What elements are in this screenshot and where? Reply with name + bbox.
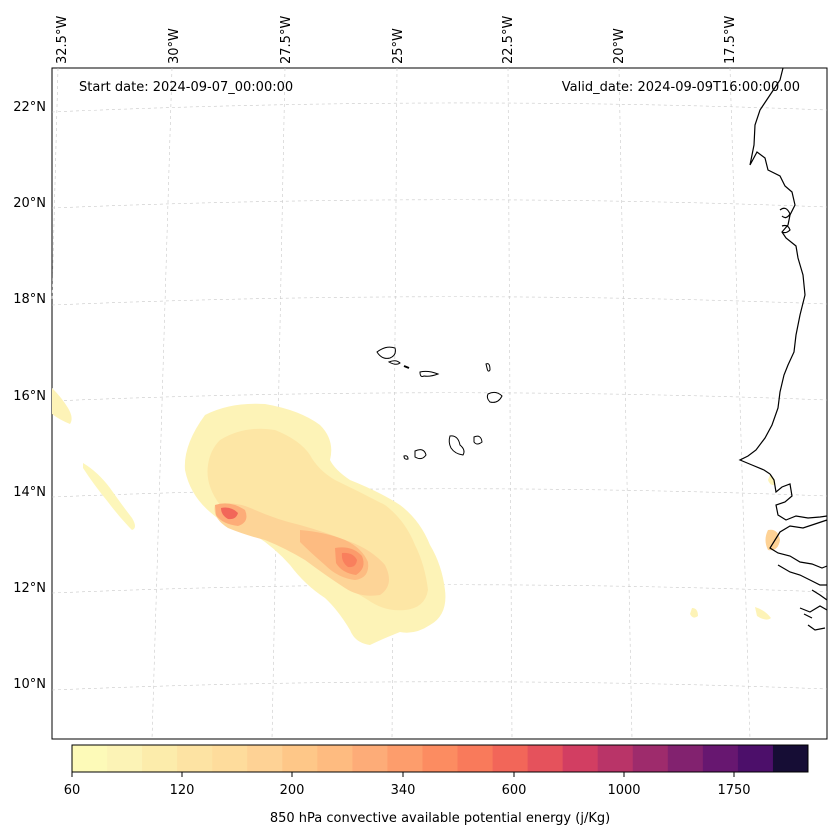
colorbar-swatch bbox=[247, 745, 283, 772]
map-content bbox=[51, 67, 828, 740]
lat-tick-label: 22°N bbox=[13, 100, 46, 115]
lon-tick-label: 30°W bbox=[167, 28, 182, 64]
lon-tick-label: 32.5°W bbox=[55, 16, 70, 64]
valid-date-label: Valid_date: 2024-09-09T16:00:00.00 bbox=[562, 80, 800, 95]
gridline-lon-30 bbox=[151, 67, 173, 740]
island-sal bbox=[485, 363, 491, 372]
colorbar-tick-labels: 60 120 200 340 600 1000 1750 bbox=[64, 783, 751, 798]
lat-tick-label: 10°N bbox=[13, 677, 46, 692]
coast-guinea-bissau bbox=[769, 519, 828, 569]
gridline-lon-27.5 bbox=[271, 67, 286, 740]
colorbar-swatch bbox=[702, 745, 739, 772]
colorbar-label: 850 hPa convective available potential e… bbox=[270, 811, 610, 826]
gridline-lon-22.5 bbox=[507, 67, 513, 740]
colorbar-swatch bbox=[177, 745, 213, 772]
colorbar-outline bbox=[71, 744, 809, 773]
cape-max-west-center bbox=[221, 507, 238, 520]
gridline-lon-32.5 bbox=[51, 67, 59, 301]
colorbar-tick-label: 60 bbox=[64, 783, 81, 798]
colorbar-swatch bbox=[457, 745, 494, 772]
lat-tick-label: 20°N bbox=[13, 196, 46, 211]
lat-tick-label: 18°N bbox=[13, 292, 46, 307]
cape-patch-coast-2 bbox=[765, 529, 780, 551]
coast-islands-south bbox=[777, 564, 828, 631]
colorbar-ticks bbox=[71, 772, 735, 777]
colorbar-swatch bbox=[212, 745, 248, 772]
island-santo-antao bbox=[376, 346, 396, 359]
colorbar: 60 120 200 340 600 1000 1750 850 hPa con… bbox=[64, 744, 809, 826]
island-sao-vicente bbox=[387, 360, 401, 365]
colorbar-swatch bbox=[352, 745, 388, 772]
lon-tick-label: 27.5°W bbox=[279, 16, 294, 64]
gridline-lat-16 bbox=[51, 392, 828, 402]
colorbar-tick-label: 120 bbox=[170, 783, 195, 798]
lat-tick-label: 12°N bbox=[13, 581, 46, 596]
cape-patch-sea-2 bbox=[755, 607, 771, 620]
cape-verde-islands bbox=[376, 346, 503, 460]
colorbar-tick-label: 1000 bbox=[607, 783, 640, 798]
colorbar-swatch bbox=[492, 745, 529, 772]
island-sao-nicolau bbox=[419, 370, 440, 377]
gridline-lat-20 bbox=[51, 199, 828, 209]
colorbar-swatch bbox=[597, 745, 634, 772]
gridline-lat-10 bbox=[51, 681, 828, 691]
lon-tick-labels: 32.5°W 30°W 27.5°W 25°W 22.5°W 20°W 17.5… bbox=[55, 16, 738, 64]
lon-tick-label: 22.5°W bbox=[501, 16, 516, 64]
island-boa-vista bbox=[486, 391, 503, 403]
colorbar-swatch bbox=[737, 745, 774, 772]
colorbar-swatch bbox=[72, 745, 108, 772]
cape-patch-sea-1 bbox=[690, 608, 698, 618]
coast-mauritania-senegal bbox=[738, 67, 806, 475]
colorbar-swatch bbox=[387, 745, 423, 772]
coast-dakhla-bay bbox=[779, 207, 791, 219]
island-brava bbox=[403, 455, 409, 460]
map-frame bbox=[51, 67, 828, 740]
lon-tick-label: 17.5°W bbox=[723, 16, 738, 64]
colorbar-swatch bbox=[107, 745, 143, 772]
cape-patch-nw bbox=[52, 388, 72, 424]
island-maio bbox=[473, 435, 483, 445]
lat-tick-label: 14°N bbox=[13, 485, 46, 500]
colorbar-swatch bbox=[527, 745, 564, 772]
lat-tick-label: 16°N bbox=[13, 389, 46, 404]
colorbar-swatch bbox=[422, 745, 459, 772]
colorbar-tick-label: 600 bbox=[502, 783, 527, 798]
cape-patch-coast-1 bbox=[768, 475, 776, 486]
gridline-lat-18 bbox=[51, 296, 828, 306]
gridline-lat-12 bbox=[51, 584, 828, 594]
island-santa-luzia bbox=[403, 365, 410, 369]
coast-senegal-south bbox=[769, 473, 828, 521]
gridline-lat-22 bbox=[51, 102, 828, 113]
gridline-lon-17.5 bbox=[729, 67, 751, 740]
colorbar-tick-label: 200 bbox=[280, 783, 305, 798]
start-date-label: Start date: 2024-09-07_00:00:00 bbox=[79, 80, 293, 95]
colorbar-swatch bbox=[632, 745, 669, 772]
island-santiago bbox=[448, 435, 465, 456]
coast-arguin-bay bbox=[781, 224, 791, 234]
colorbar-swatches bbox=[72, 745, 809, 772]
colorbar-swatch bbox=[772, 745, 809, 772]
african-coastline bbox=[738, 67, 828, 631]
lat-tick-labels: 22°N 20°N 18°N 16°N 14°N 12°N 10°N bbox=[13, 100, 46, 692]
island-fogo bbox=[414, 449, 427, 460]
gridline-lat-14 bbox=[51, 488, 828, 498]
colorbar-swatch bbox=[142, 745, 178, 772]
gridline-lon-20 bbox=[618, 67, 633, 740]
colorbar-swatch bbox=[317, 745, 353, 772]
colorbar-tick-label: 1750 bbox=[717, 783, 750, 798]
colorbar-swatch bbox=[562, 745, 599, 772]
colorbar-swatch bbox=[282, 745, 318, 772]
cape-max-east-center bbox=[341, 552, 357, 568]
cape-contours bbox=[52, 388, 780, 645]
lon-tick-label: 25°W bbox=[391, 28, 406, 64]
lon-tick-label: 20°W bbox=[612, 28, 627, 64]
colorbar-tick-label: 340 bbox=[391, 783, 416, 798]
colorbar-swatch bbox=[667, 745, 704, 772]
cape-patch-west bbox=[83, 463, 135, 530]
